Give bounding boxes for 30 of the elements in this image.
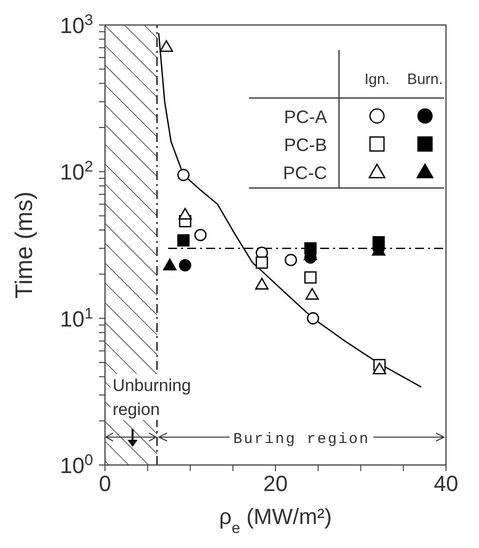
point [178,208,192,220]
legend-label: PC-A [284,107,327,127]
x-axis-title: ρ$_{e}$ (MW/m²) [219,504,332,536]
y-tick-label: 10$^{1}$ [60,304,93,332]
point [160,40,174,52]
point [305,288,319,300]
x-tick-label: 40 [434,471,458,496]
annotation: Buring region [233,431,370,448]
legend-label: PC-B [284,135,327,155]
y-tick-label: 10$^{2}$ [60,158,93,185]
point [304,271,317,284]
legend-label: PC-C [283,163,327,183]
annotation: Unburning region [112,376,192,419]
point [163,258,176,270]
annotation: Burn. [407,71,443,88]
point [256,256,268,269]
point [372,362,386,374]
y-axis-title: Time (ms) [11,191,38,299]
y-tick-label: 10$^{0}$ [60,452,93,478]
point [306,312,320,324]
point [194,228,207,242]
point [177,168,190,182]
annotation: Ign. [364,71,390,88]
point [284,254,297,266]
point [178,259,192,272]
y-tick-label: 10$^{3}$ [60,12,93,38]
point [177,234,190,247]
x-tick-label: 0 [98,471,112,496]
point [255,278,269,290]
x-tick-label: 20 [263,471,288,496]
